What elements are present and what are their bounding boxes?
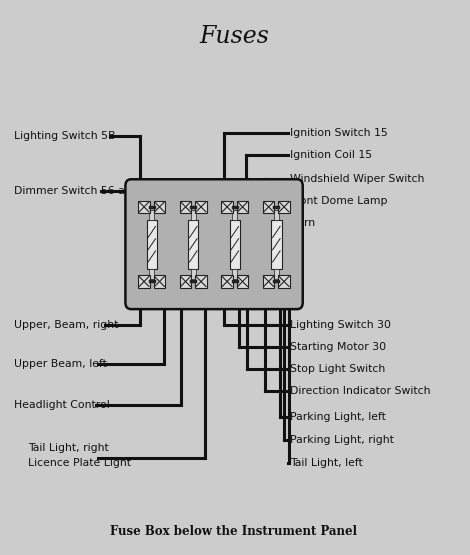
- Bar: [195, 201, 207, 213]
- Text: Headlight Control: Headlight Control: [14, 400, 110, 410]
- Bar: [230, 220, 240, 269]
- Bar: [147, 220, 157, 269]
- Bar: [271, 220, 282, 269]
- Bar: [154, 201, 165, 213]
- Bar: [232, 210, 237, 220]
- Text: Stop Light Switch: Stop Light Switch: [290, 364, 385, 374]
- Text: Lighting Switch 5B: Lighting Switch 5B: [14, 131, 116, 141]
- Bar: [188, 220, 198, 269]
- Bar: [278, 201, 290, 213]
- Text: Ignition Switch 15: Ignition Switch 15: [290, 128, 388, 138]
- Bar: [195, 275, 207, 287]
- Bar: [180, 201, 191, 213]
- Bar: [138, 275, 150, 287]
- Text: Ignition Coil 15: Ignition Coil 15: [290, 150, 372, 160]
- Bar: [180, 275, 191, 287]
- Bar: [237, 275, 249, 287]
- Text: Parking Light, right: Parking Light, right: [290, 435, 394, 445]
- Text: Fuses: Fuses: [199, 24, 269, 48]
- Bar: [263, 201, 274, 213]
- Text: Upper, Beam, right: Upper, Beam, right: [14, 320, 118, 330]
- Bar: [221, 275, 233, 287]
- Bar: [138, 201, 150, 213]
- Bar: [274, 210, 279, 220]
- Text: Starting Motor 30: Starting Motor 30: [290, 342, 386, 352]
- FancyBboxPatch shape: [125, 179, 303, 309]
- Text: Upper Beam, left: Upper Beam, left: [14, 359, 107, 369]
- Text: Windshield Wiper Switch: Windshield Wiper Switch: [290, 174, 424, 184]
- Bar: [191, 210, 196, 220]
- Text: Tail Light, right: Tail Light, right: [28, 443, 109, 453]
- Text: Parking Light, left: Parking Light, left: [290, 412, 386, 422]
- Bar: [278, 275, 290, 287]
- Bar: [221, 201, 233, 213]
- Bar: [149, 210, 154, 220]
- Bar: [149, 269, 154, 279]
- Text: Front Dome Lamp: Front Dome Lamp: [290, 196, 388, 206]
- Bar: [237, 201, 249, 213]
- Bar: [191, 269, 196, 279]
- Text: Tail Light, left: Tail Light, left: [290, 458, 363, 468]
- Text: Horn: Horn: [290, 218, 316, 228]
- Bar: [232, 269, 237, 279]
- Bar: [263, 275, 274, 287]
- Text: Direction Indicator Switch: Direction Indicator Switch: [290, 386, 431, 396]
- Text: Licence Plate Light: Licence Plate Light: [28, 458, 131, 468]
- Bar: [154, 275, 165, 287]
- Text: Fuse Box below the Instrument Panel: Fuse Box below the Instrument Panel: [110, 525, 358, 538]
- Bar: [274, 269, 279, 279]
- Text: Dimmer Switch 56 a: Dimmer Switch 56 a: [14, 186, 125, 196]
- Text: Lighting Switch 30: Lighting Switch 30: [290, 320, 391, 330]
